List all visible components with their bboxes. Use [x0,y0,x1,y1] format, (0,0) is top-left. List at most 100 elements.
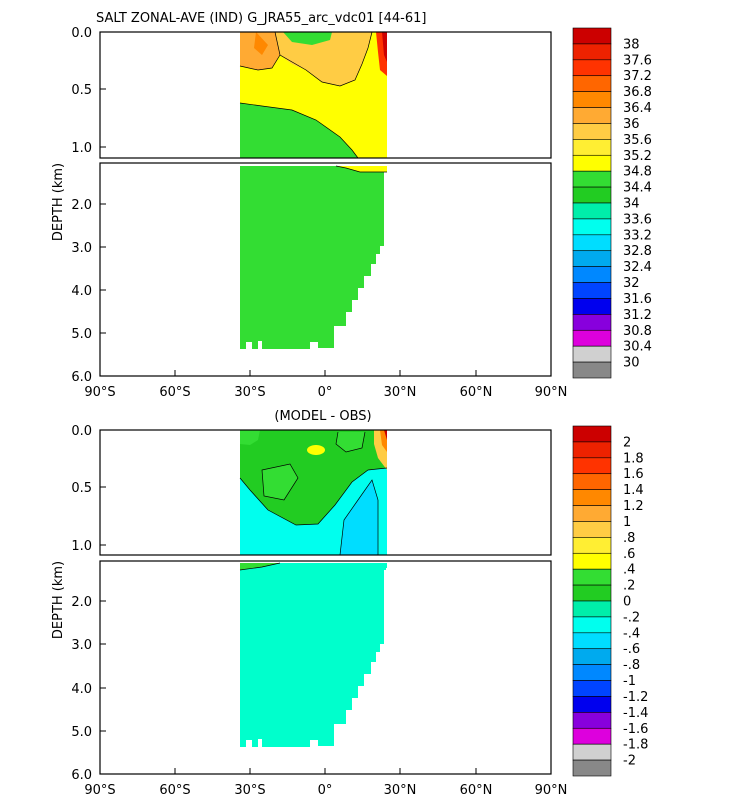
diff-x-tick-label: 90°N [535,783,568,798]
colorbar-label: -1.4 [623,706,648,721]
colorbar-label: -.6 [623,642,640,657]
colorbar-label: 36 [623,117,640,132]
colorbar-swatch [572,218,612,236]
diff-upper-frame [99,429,552,556]
diff-upper-cyan-column [340,480,378,555]
diff-upper-contour-b [261,463,299,501]
colorbar-label: 1.6 [623,467,644,482]
salt-upper-fresh-zone [240,103,358,158]
colorbar-swatch [572,441,612,459]
colorbar-label: 1.2 [623,499,644,514]
salt-upper-saltwedge [254,32,268,55]
salt-x-tick-label: 60°S [159,385,190,400]
salt-upper-light-orange [275,32,372,86]
diff-y-axis-label: DEPTH (km) [51,561,66,639]
salt-lower-contour [335,165,387,173]
colorbar-swatch [572,91,612,108]
colorbar-label: 34.8 [623,165,652,180]
salt-x-tick-label: 90°S [84,385,115,400]
salt-x-tick-label: 30°N [384,385,417,400]
salt-upper-frame [99,31,552,159]
diff-x-axis: 90°S 60°S 30°S 0° 30°N 60°N 90°N [84,768,567,798]
colorbar-swatch [572,314,612,331]
colorbar-label: 37.6 [623,53,652,68]
salt-upper-darkred-coast [382,32,387,62]
colorbar-label: -1.2 [623,690,648,705]
diff-y-tick-label: 1.0 [71,539,92,554]
colorbar-label: -.4 [623,626,640,641]
colorbar-swatch [572,202,612,220]
colorbar-label: 36.8 [623,85,652,100]
salt-lower-upper-band [336,166,387,172]
salt-y-tick-label: 0.5 [71,83,92,98]
diff-upper-contour-a [239,467,388,526]
colorbar-swatch [572,123,612,140]
colorbar-label: 1.4 [623,483,644,498]
diff-upper-coast-hottest [384,430,387,440]
diff-x-tick-label: 30°S [234,783,265,798]
colorbar-label: -1.6 [623,722,648,737]
colorbar-label: 34 [623,197,640,212]
diff-lower-fills [239,562,387,747]
diff-lower-contour [239,562,281,571]
colorbar-swatch [572,616,612,634]
salt-y-tick-label: 3.0 [71,241,92,256]
colorbar-label: .8 [623,531,635,546]
salt-x-tick-label: 60°N [460,385,493,400]
salt-y-tick-label: 0.0 [71,26,92,41]
diff-upper-yellow-spot [307,445,325,455]
diff-lower-top-band [240,563,280,570]
diff-upper-positive-patch [240,430,260,445]
colorbar-label: 31.6 [623,292,652,307]
colorbar-swatch [572,552,612,570]
colorbar-label: -1.8 [623,738,648,753]
colorbar-swatch [572,727,612,745]
colorbar-swatch [572,250,612,267]
salt-y-axis: 0.0 0.5 1.0 2.0 3.0 4.0 5.0 6.0 DEPTH (k… [51,26,106,385]
colorbar-swatch [572,154,612,172]
colorbar-label: 32.8 [623,244,652,259]
colorbar-label: .6 [623,547,635,562]
diff-y-tick-label: 4.0 [71,682,92,697]
colorbar-swatch [572,361,612,379]
colorbar-swatch [572,345,612,363]
colorbar-label: 33.2 [623,228,652,243]
salt-upper-contour-b [274,31,373,87]
salt-upper-fills [239,31,387,159]
colorbar-swatch [572,170,612,188]
colorbar-label: 35.6 [623,133,652,148]
diff-upper-contour-c [339,479,379,556]
colorbar-label: 30 [623,356,640,371]
diff-panel: (MODEL - OBS) [51,409,648,798]
colorbar-swatch [572,329,612,347]
colorbar-label: 34.4 [623,181,652,196]
diff-y-tick-label: 0.0 [71,424,92,439]
colorbar-label: -.8 [623,658,640,673]
colorbar-label: 30.4 [623,340,652,355]
colorbar-swatch [572,425,612,443]
colorbar-swatch [572,282,612,299]
colorbar-label: 30.8 [623,324,652,339]
colorbar-swatch [572,457,612,475]
colorbar-swatch [572,664,612,681]
diff-y-tick-label: 2.0 [71,595,92,610]
colorbar-label: -1 [623,674,636,689]
diff-y-tick-label: 6.0 [71,768,92,783]
colorbar-label: 0 [623,595,631,610]
colorbar-label: 1.8 [623,451,644,466]
diff-title: (MODEL - OBS) [274,409,371,424]
colorbar-swatch [572,298,612,315]
diff-y-tick-label: 5.0 [71,725,92,740]
colorbar-swatch [572,712,612,729]
diff-upper-coast-hotter [380,430,387,452]
colorbar-swatch [572,521,612,538]
colorbar-swatch [572,696,612,713]
salt-x-tick-label: 30°S [234,385,265,400]
colorbar-swatch [572,505,612,522]
colorbar-label: .2 [623,579,635,594]
salt-x-tick-label: 90°N [535,385,568,400]
diff-upper-contour-d [335,431,366,453]
colorbar-label: 31.2 [623,308,652,323]
salt-y-axis-label: DEPTH (km) [51,163,66,241]
